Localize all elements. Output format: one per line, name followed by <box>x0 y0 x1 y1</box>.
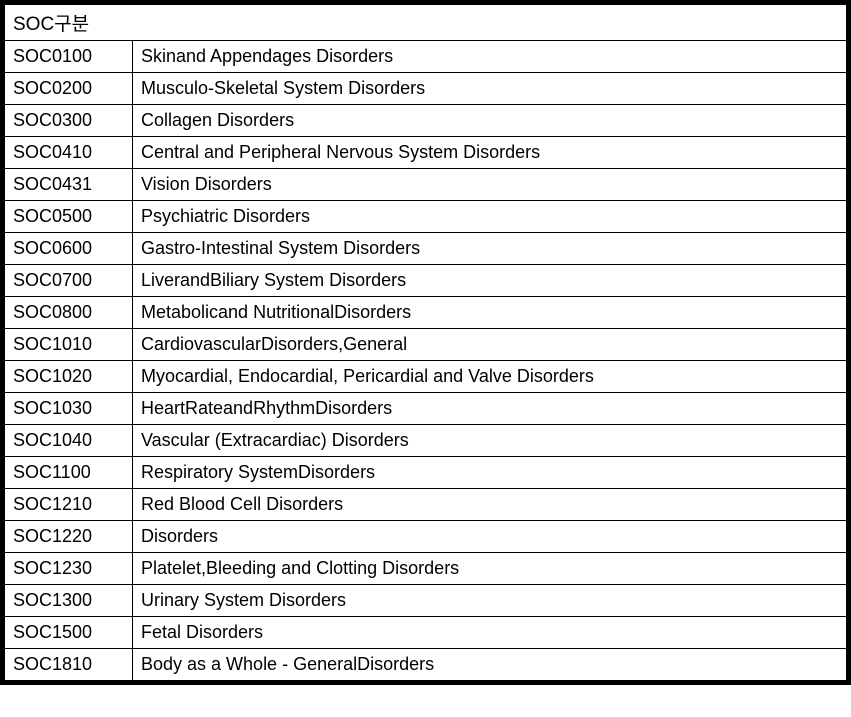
soc-code-cell: SOC1500 <box>5 617 133 649</box>
soc-description-cell: Body as a Whole - GeneralDisorders <box>133 649 847 681</box>
soc-code-cell: SOC0700 <box>5 265 133 297</box>
table-row: SOC1300Urinary System Disorders <box>5 585 847 617</box>
soc-description-cell: Central and Peripheral Nervous System Di… <box>133 137 847 169</box>
table-row: SOC0700LiverandBiliary System Disorders <box>5 265 847 297</box>
table-row: SOC0410Central and Peripheral Nervous Sy… <box>5 137 847 169</box>
soc-code-cell: SOC1300 <box>5 585 133 617</box>
table-row: SOC1040Vascular (Extracardiac) Disorders <box>5 425 847 457</box>
soc-code-cell: SOC1100 <box>5 457 133 489</box>
soc-description-cell: Musculo-Skeletal System Disorders <box>133 73 847 105</box>
table-row: SOC1210Red Blood Cell Disorders <box>5 489 847 521</box>
table-row: SOC1230Platelet,Bleeding and Clotting Di… <box>5 553 847 585</box>
soc-code-cell: SOC1230 <box>5 553 133 585</box>
soc-code-cell: SOC1810 <box>5 649 133 681</box>
soc-code-cell: SOC0600 <box>5 233 133 265</box>
soc-code-cell: SOC0100 <box>5 41 133 73</box>
table-header-row: SOC구분 <box>5 5 847 41</box>
soc-code-cell: SOC0431 <box>5 169 133 201</box>
table-row: SOC0600Gastro-Intestinal System Disorder… <box>5 233 847 265</box>
table-row: SOC1020Myocardial, Endocardial, Pericard… <box>5 361 847 393</box>
soc-code-cell: SOC1030 <box>5 393 133 425</box>
table-row: SOC0200Musculo-Skeletal System Disorders <box>5 73 847 105</box>
soc-description-cell: Metabolicand NutritionalDisorders <box>133 297 847 329</box>
soc-description-cell: Platelet,Bleeding and Clotting Disorders <box>133 553 847 585</box>
soc-code-cell: SOC1020 <box>5 361 133 393</box>
soc-description-cell: Psychiatric Disorders <box>133 201 847 233</box>
soc-code-cell: SOC0300 <box>5 105 133 137</box>
soc-description-cell: Disorders <box>133 521 847 553</box>
soc-code-cell: SOC0800 <box>5 297 133 329</box>
table-row: SOC1010CardiovascularDisorders,General <box>5 329 847 361</box>
table-row: SOC1030HeartRateandRhythmDisorders <box>5 393 847 425</box>
soc-description-cell: Vision Disorders <box>133 169 847 201</box>
soc-description-cell: Gastro-Intestinal System Disorders <box>133 233 847 265</box>
soc-description-cell: HeartRateandRhythmDisorders <box>133 393 847 425</box>
soc-description-cell: Red Blood Cell Disorders <box>133 489 847 521</box>
table-row: SOC0431Vision Disorders <box>5 169 847 201</box>
table-header: SOC구분 <box>5 5 847 41</box>
table-row: SOC0300Collagen Disorders <box>5 105 847 137</box>
soc-description-cell: Skinand Appendages Disorders <box>133 41 847 73</box>
table-row: SOC0800Metabolicand NutritionalDisorders <box>5 297 847 329</box>
soc-description-cell: Respiratory SystemDisorders <box>133 457 847 489</box>
soc-description-cell: Urinary System Disorders <box>133 585 847 617</box>
soc-table-container: SOC구분 SOC0100Skinand Appendages Disorder… <box>0 0 851 685</box>
table-row: SOC1100Respiratory SystemDisorders <box>5 457 847 489</box>
soc-code-cell: SOC1210 <box>5 489 133 521</box>
soc-code-cell: SOC0410 <box>5 137 133 169</box>
soc-code-cell: SOC1010 <box>5 329 133 361</box>
soc-table-body: SOC구분 SOC0100Skinand Appendages Disorder… <box>5 5 847 681</box>
soc-code-cell: SOC1040 <box>5 425 133 457</box>
soc-code-cell: SOC0500 <box>5 201 133 233</box>
soc-description-cell: LiverandBiliary System Disorders <box>133 265 847 297</box>
soc-description-cell: CardiovascularDisorders,General <box>133 329 847 361</box>
table-row: SOC0100Skinand Appendages Disorders <box>5 41 847 73</box>
soc-description-cell: Myocardial, Endocardial, Pericardial and… <box>133 361 847 393</box>
table-row: SOC1810Body as a Whole - GeneralDisorder… <box>5 649 847 681</box>
soc-code-cell: SOC1220 <box>5 521 133 553</box>
table-row: SOC1500Fetal Disorders <box>5 617 847 649</box>
soc-description-cell: Fetal Disorders <box>133 617 847 649</box>
soc-description-cell: Vascular (Extracardiac) Disorders <box>133 425 847 457</box>
soc-table: SOC구분 SOC0100Skinand Appendages Disorder… <box>4 4 847 681</box>
table-row: SOC0500Psychiatric Disorders <box>5 201 847 233</box>
soc-code-cell: SOC0200 <box>5 73 133 105</box>
table-row: SOC1220Disorders <box>5 521 847 553</box>
soc-description-cell: Collagen Disorders <box>133 105 847 137</box>
